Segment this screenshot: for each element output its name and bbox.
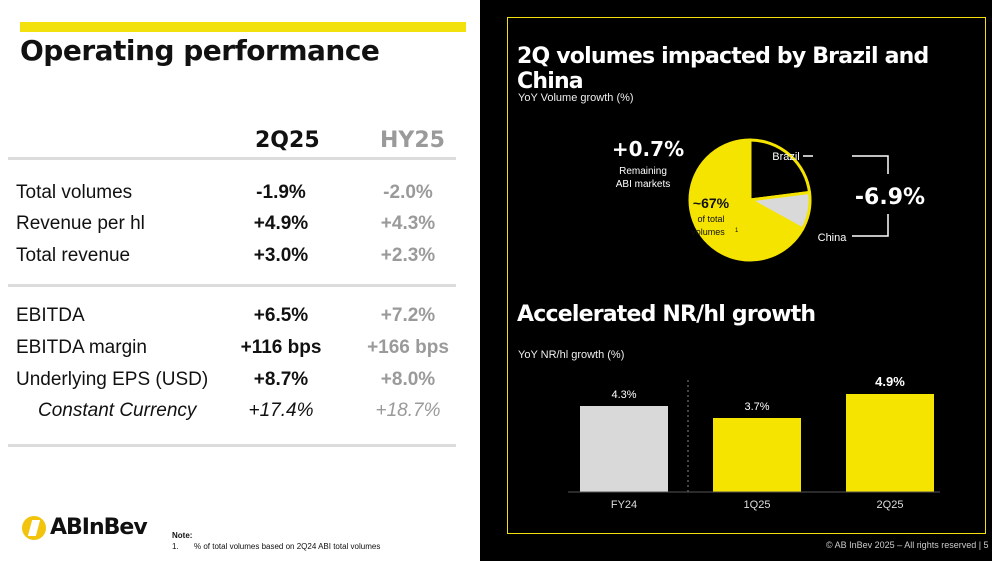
bar-fy24 <box>580 406 668 492</box>
china-label: China <box>818 232 848 244</box>
metric-hy25-value: +166 bps <box>367 337 449 358</box>
metric-label: Constant Currency <box>38 400 197 421</box>
volumes-title: 2Q volumes impacted by Brazil and China <box>517 44 929 94</box>
metric-label: Total revenue <box>16 245 131 266</box>
bar-value-label: 3.7% <box>744 401 769 413</box>
bar-value-label: 4.3% <box>611 389 636 401</box>
pie-slice-remaining-abi-markets <box>688 138 805 262</box>
divider <box>8 157 456 160</box>
metric-2q25-value: +116 bps <box>240 337 322 358</box>
remaining-label: Remaining <box>619 166 667 177</box>
remaining-label: ABI markets <box>616 179 670 190</box>
abinbev-logo: ABInBev <box>22 515 148 540</box>
metric-row: Underlying EPS (USD) +8.7% +8.0% <box>16 369 456 397</box>
volumes-panel: 2Q volumes impacted by Brazil and China … <box>480 0 992 561</box>
page-title: Operating performance <box>20 34 380 67</box>
metric-row: Total revenue +3.0% +2.3% <box>16 245 456 273</box>
metric-2q25-value: +17.4% <box>248 400 314 421</box>
metric-hy25-value: +18.7% <box>375 400 441 421</box>
bar-value-label: 4.9% <box>875 374 905 389</box>
divider <box>8 444 456 447</box>
metric-row: Total volumes -1.9% -2.0% <box>16 182 456 210</box>
pie-slice-brazil <box>748 138 812 202</box>
metric-hy25-value: +4.3% <box>380 213 436 234</box>
metric-2q25-value: +3.0% <box>253 245 309 266</box>
logo-icon <box>22 515 46 540</box>
nrhl-title: Accelerated NR/hl growth <box>517 302 816 327</box>
bar-category-label: 1Q25 <box>744 499 771 511</box>
metric-row: Revenue per hl +4.9% +4.3% <box>16 213 456 241</box>
metric-label: Underlying EPS (USD) <box>16 369 209 390</box>
pie-share-label: of total <box>697 214 724 224</box>
bar-category-label: FY24 <box>611 499 637 511</box>
metric-hy25-value: +8.0% <box>380 369 436 390</box>
metric-hy25-value: -2.0% <box>383 182 433 203</box>
metric-2q25-value: +6.5% <box>253 305 309 326</box>
bracket-bottom <box>852 214 889 237</box>
metric-label: EBITDA <box>16 305 85 326</box>
combined-growth-value: -6.9% <box>855 185 925 210</box>
charts-svg: +0.7% Remaining ABI markets ~67% of tota… <box>568 137 940 511</box>
metric-hy25-value: +7.2% <box>380 305 436 326</box>
metric-2q25-value: +4.9% <box>253 213 309 234</box>
note-text: % of total volumes based on 2Q24 ABI tot… <box>194 542 381 551</box>
bar-2q25 <box>846 394 934 492</box>
pie-share-label: volumes <box>691 227 725 237</box>
bar-category-label: 2Q25 <box>877 499 904 511</box>
metric-label: EBITDA margin <box>16 337 147 358</box>
volumes-subtitle: YoY Volume growth (%) <box>518 92 634 104</box>
metric-label: Revenue per hl <box>16 213 145 234</box>
column-header-2q25: 2Q25 <box>255 128 320 153</box>
metric-row: EBITDA margin +116 bps +166 bps <box>16 337 456 365</box>
column-header-hy25: HY25 <box>380 128 445 153</box>
note-title: Note: <box>172 531 193 540</box>
logo-text: ABInBev <box>50 515 148 540</box>
remaining-value: +0.7% <box>612 137 684 161</box>
bar-1q25 <box>713 418 801 492</box>
copyright: © AB InBev 2025 – All rights reserved | … <box>826 540 989 550</box>
nrhl-bar-chart: 4.3% FY24 3.7% 1Q25 4.9% 2Q25 <box>580 374 934 511</box>
metric-row: Constant Currency +17.4% +18.7% <box>16 400 456 428</box>
volume-pie-chart <box>688 138 812 262</box>
note-number: 1. <box>172 542 179 551</box>
bracket-top <box>852 155 889 174</box>
title-accent-bar <box>20 22 466 32</box>
panel-frame <box>507 17 986 534</box>
metric-2q25-value: -1.9% <box>256 182 306 203</box>
divider <box>8 284 456 287</box>
metric-2q25-value: +8.7% <box>253 369 309 390</box>
metric-label: Total volumes <box>16 182 133 203</box>
metric-hy25-value: +2.3% <box>380 245 436 266</box>
footnote-marker: 1 <box>735 228 739 234</box>
nrhl-subtitle: YoY NR/hl growth (%) <box>518 349 625 361</box>
operating-performance-panel: Operating performance 2Q25 HY25 Total vo… <box>0 0 480 561</box>
brazil-label: Brazil <box>772 151 800 163</box>
metric-row: EBITDA +6.5% +7.2% <box>16 305 456 333</box>
pie-share-value: ~67% <box>693 195 730 211</box>
